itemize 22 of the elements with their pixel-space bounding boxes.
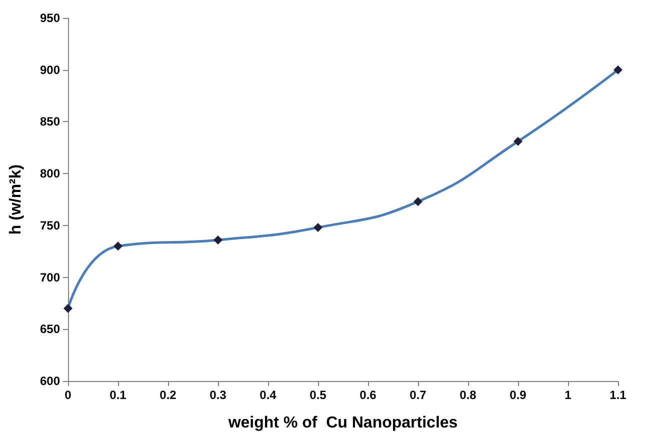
x-axis-title: weight % of Cu Nanoparticles xyxy=(227,414,458,432)
y-tick-label: 700 xyxy=(40,270,60,284)
x-tick-label: 1.1 xyxy=(610,388,627,402)
x-tick-label: 0.1 xyxy=(110,388,127,402)
y-tick-label: 650 xyxy=(40,322,60,336)
y-axis-title: h (w/m²k) xyxy=(8,164,24,235)
y-tick-label: 950 xyxy=(40,11,60,25)
x-tick-label: 0.3 xyxy=(210,388,227,402)
y-tick-label: 750 xyxy=(40,218,60,232)
y-tick-label: 850 xyxy=(40,114,60,129)
y-tick-label: 600 xyxy=(40,374,60,388)
x-tick-label: 0.5 xyxy=(310,388,327,402)
x-tick-label: 1 xyxy=(564,388,572,402)
x-tick-label: 0.9 xyxy=(510,388,527,402)
x-tick-label: 0.8 xyxy=(460,388,477,402)
y-tick-label: 900 xyxy=(40,62,60,77)
x-tick-label: 0.6 xyxy=(360,388,377,402)
x-tick-label: 0.7 xyxy=(410,388,427,402)
x-tick-label: 0 xyxy=(64,388,72,402)
x-tick-label: 0.2 xyxy=(160,388,177,402)
y-tick-label: 800 xyxy=(40,166,60,181)
x-tick-label: 0.4 xyxy=(260,388,277,402)
